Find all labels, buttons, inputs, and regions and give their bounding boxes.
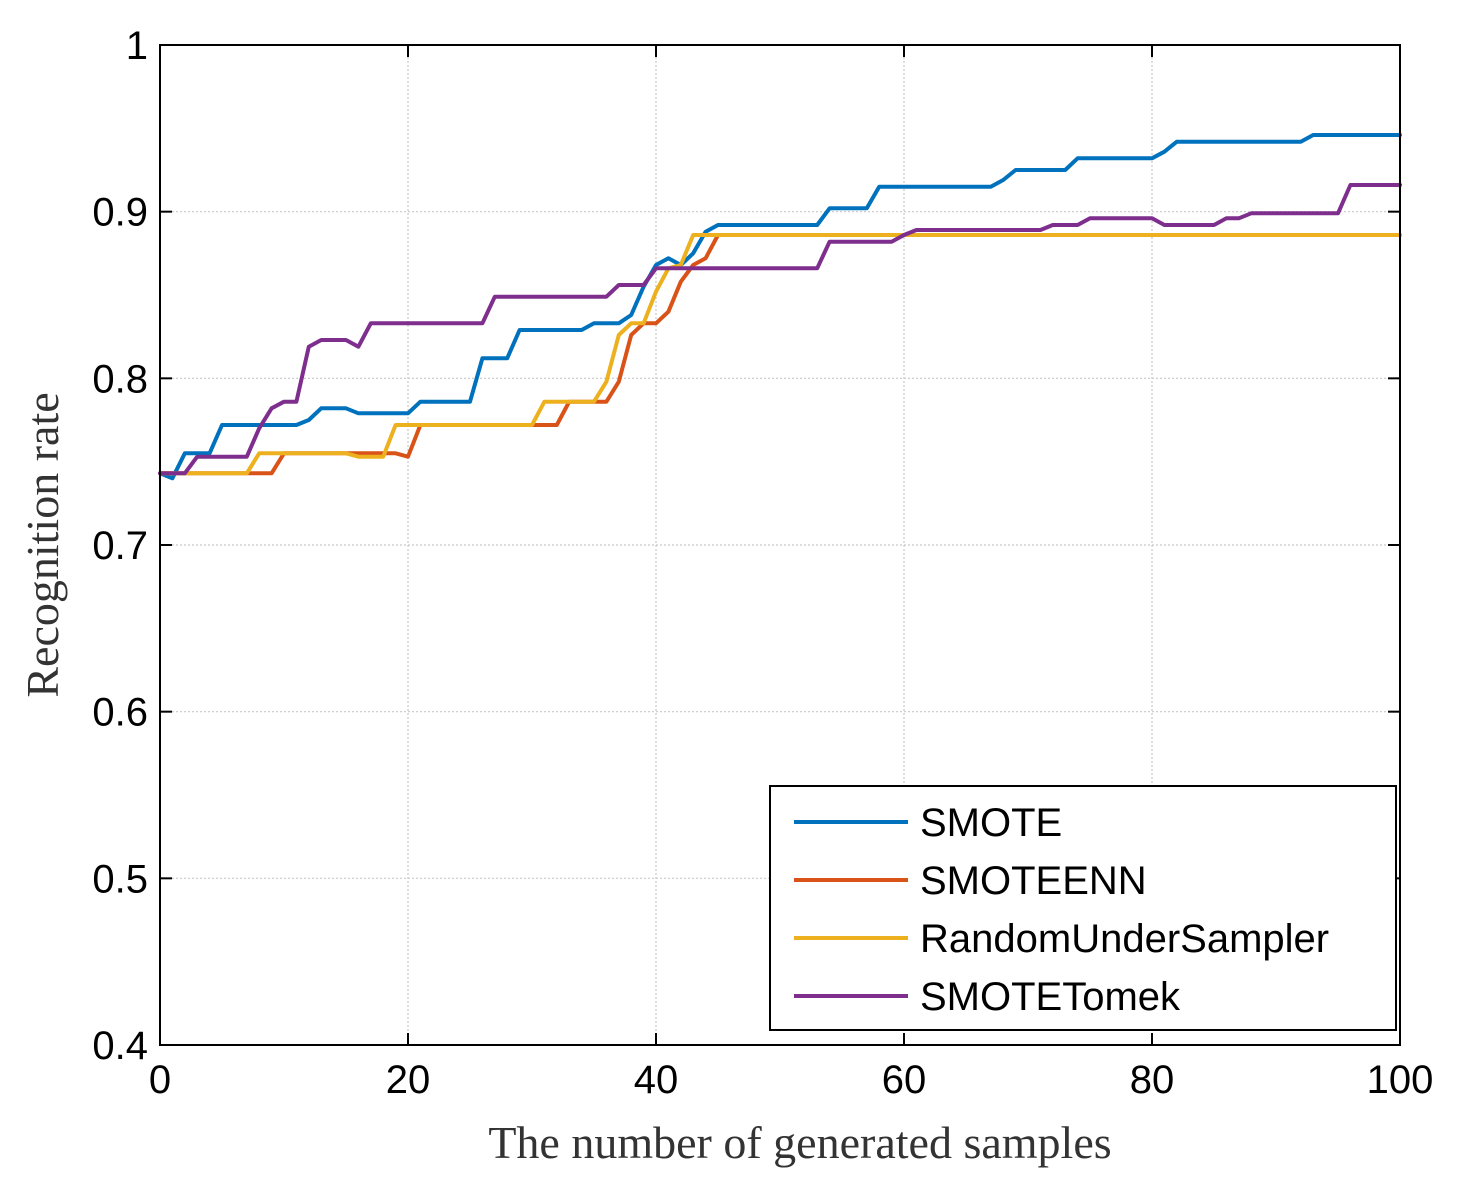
x-tick-label: 100 [1367, 1058, 1434, 1102]
series-line-smoteenn [158, 233, 1402, 476]
x-axis-label: The number of generated samples [488, 1117, 1111, 1168]
x-tick-label: 20 [386, 1058, 431, 1102]
legend-label: SMOTE [920, 801, 1062, 845]
y-axis-label: Recognition rate [17, 392, 68, 697]
legend: SMOTE SMOTEENN RandomUnderSampler SMOTETome… [769, 785, 1397, 1031]
x-tick-label: 80 [1130, 1058, 1175, 1102]
y-tick-label: 1 [126, 24, 148, 68]
series-line-smotetomek [158, 183, 1402, 476]
y-tick-label: 0.9 [92, 191, 148, 235]
series-line-smote [158, 133, 1402, 481]
y-tick-label: 0.8 [92, 357, 148, 401]
legend-box [769, 785, 1397, 1031]
legend-label: SMOTEENN [920, 859, 1147, 903]
y-tick-label: 0.6 [92, 691, 148, 735]
x-tick-label: 0 [149, 1058, 171, 1102]
x-tick-label: 60 [882, 1058, 927, 1102]
x-tick-label: 40 [634, 1058, 679, 1102]
y-tick-label: 0.5 [92, 857, 148, 901]
y-tick-label: 0.7 [92, 524, 148, 568]
legend-label: RandomUnderSampler [920, 917, 1329, 961]
axis-ticks: 0 20 40 60 80 100 0.4 0.5 0.6 0.7 0.8 0.9 1 [92, 24, 1433, 1102]
series-lines [158, 133, 1402, 481]
legend-label: SMOTETomek [920, 975, 1181, 1019]
series-line-randomundersampler [158, 233, 1402, 476]
y-tick-label: 0.4 [92, 1024, 148, 1068]
